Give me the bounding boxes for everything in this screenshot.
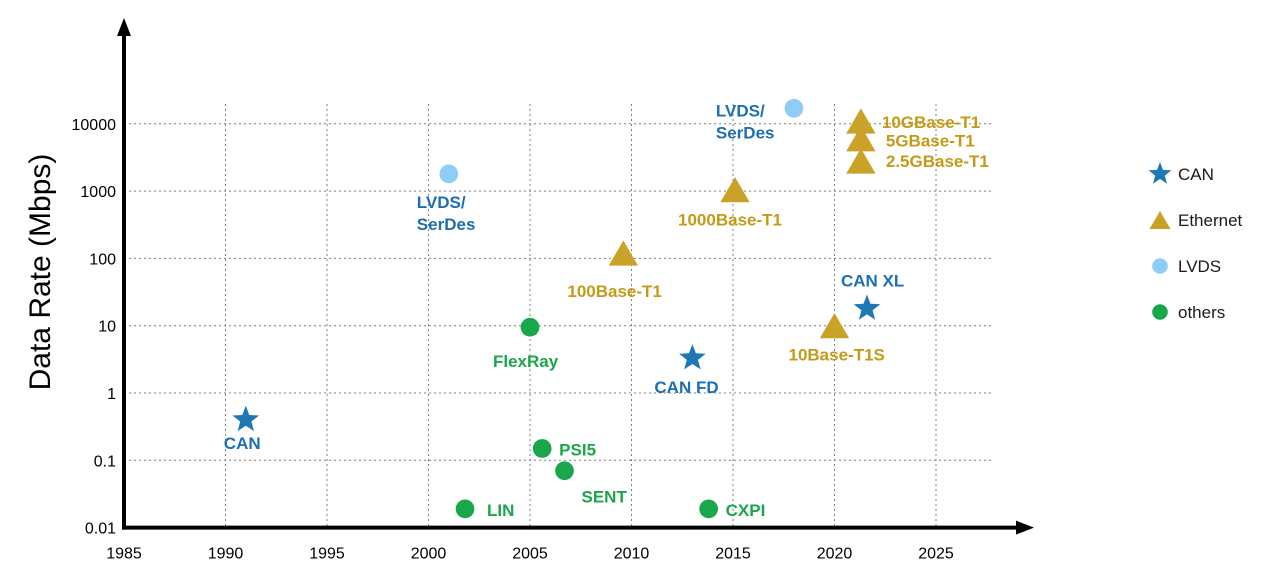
label-10gbase-t1: 10GBase-T1 <box>882 113 980 132</box>
legend-marker-others <box>1152 304 1168 320</box>
y-tick-label: 100 <box>89 251 116 268</box>
y-axis-label: Data Rate (Mbps) <box>24 154 57 391</box>
axes <box>117 18 1034 535</box>
point-5gbase-t1 <box>846 126 876 152</box>
y-tick-label: 1000 <box>80 184 116 201</box>
x-tick-label: 1990 <box>208 546 244 563</box>
data-points <box>232 98 881 519</box>
point-1000base-t1 <box>720 177 750 203</box>
point-cxpi <box>699 499 718 519</box>
y-tick-label: 10 <box>98 319 116 336</box>
y-tick-label: 0.01 <box>85 521 116 538</box>
y-tick-labels: 0.01 0.1 1 10 100 1000 10000 <box>72 117 117 538</box>
point-flexray <box>520 317 540 337</box>
label-1000base-t1: 1000Base-T1 <box>678 211 782 230</box>
y-axis-arrow <box>117 18 131 36</box>
point-2-5gbase-t1 <box>846 148 876 174</box>
label-2-5gbase-t1: 2.5GBase-T1 <box>886 152 989 171</box>
label-can: CAN <box>224 434 261 453</box>
legend-label-can: CAN <box>1178 165 1214 184</box>
point-can-xl <box>853 294 881 320</box>
point-lvds-serdes <box>784 98 804 118</box>
y-tick-label: 1 <box>107 386 116 403</box>
legend-label-lvds: LVDS <box>1178 257 1221 276</box>
point-can <box>232 405 260 432</box>
point-10gbase-t1 <box>846 108 876 134</box>
label-can-fd: CAN FD <box>654 378 718 397</box>
y-tick-label: 10000 <box>72 117 117 134</box>
x-tick-label: 1985 <box>106 546 142 563</box>
legend-marker-lvds <box>1152 258 1168 274</box>
x-tick-label: 2025 <box>918 546 954 563</box>
y-tick-label: 0.1 <box>94 453 116 470</box>
label-sent: SENT <box>582 488 628 507</box>
label-lin: LIN <box>487 501 514 520</box>
label-psi5: PSI5 <box>559 440 596 459</box>
legend-label-others: others <box>1178 303 1225 322</box>
point-10base-t1s <box>819 313 850 339</box>
label-can-xl: CAN XL <box>841 272 904 291</box>
x-tick-label: 2010 <box>614 546 650 563</box>
legend-marker-ethernet <box>1149 211 1171 229</box>
x-tick-label: 1995 <box>309 546 345 563</box>
legend-label-ethernet: Ethernet <box>1178 211 1243 230</box>
x-tick-label: 2015 <box>715 546 751 563</box>
label-lvds-serdes: LVDS/SerDes <box>417 193 476 234</box>
data-labels: CAN CAN FD CAN XL 100Base-T1 1000Base-T1 10Ba… <box>224 101 989 520</box>
point-lin <box>455 499 475 519</box>
x-tick-label: 2000 <box>411 546 447 563</box>
legend: CAN Ethernet LVDS others <box>1148 162 1243 322</box>
label-flexray: FlexRay <box>493 352 559 371</box>
x-tick-label: 2020 <box>817 546 853 563</box>
label-10base-t1s: 10Base-T1S <box>789 346 885 365</box>
label-100base-t1: 100Base-T1 <box>567 282 662 301</box>
point-100base-t1 <box>608 240 639 266</box>
label-5gbase-t1: 5GBase-T1 <box>886 132 975 151</box>
x-tick-label: 2005 <box>512 546 548 563</box>
legend-marker-can <box>1148 162 1172 184</box>
point-can-fd <box>679 344 706 370</box>
point-sent <box>555 461 574 481</box>
x-tick-labels: 1985 1990 1995 2000 2005 2010 2015 2020 2025 <box>106 546 954 563</box>
label-lvds-serdes: LVDS/SerDes <box>716 101 775 142</box>
point-lvds-serdes <box>439 164 459 184</box>
point-psi5 <box>532 439 552 458</box>
label-cxpi: CXPI <box>726 501 766 520</box>
x-axis-arrow <box>1016 520 1034 535</box>
